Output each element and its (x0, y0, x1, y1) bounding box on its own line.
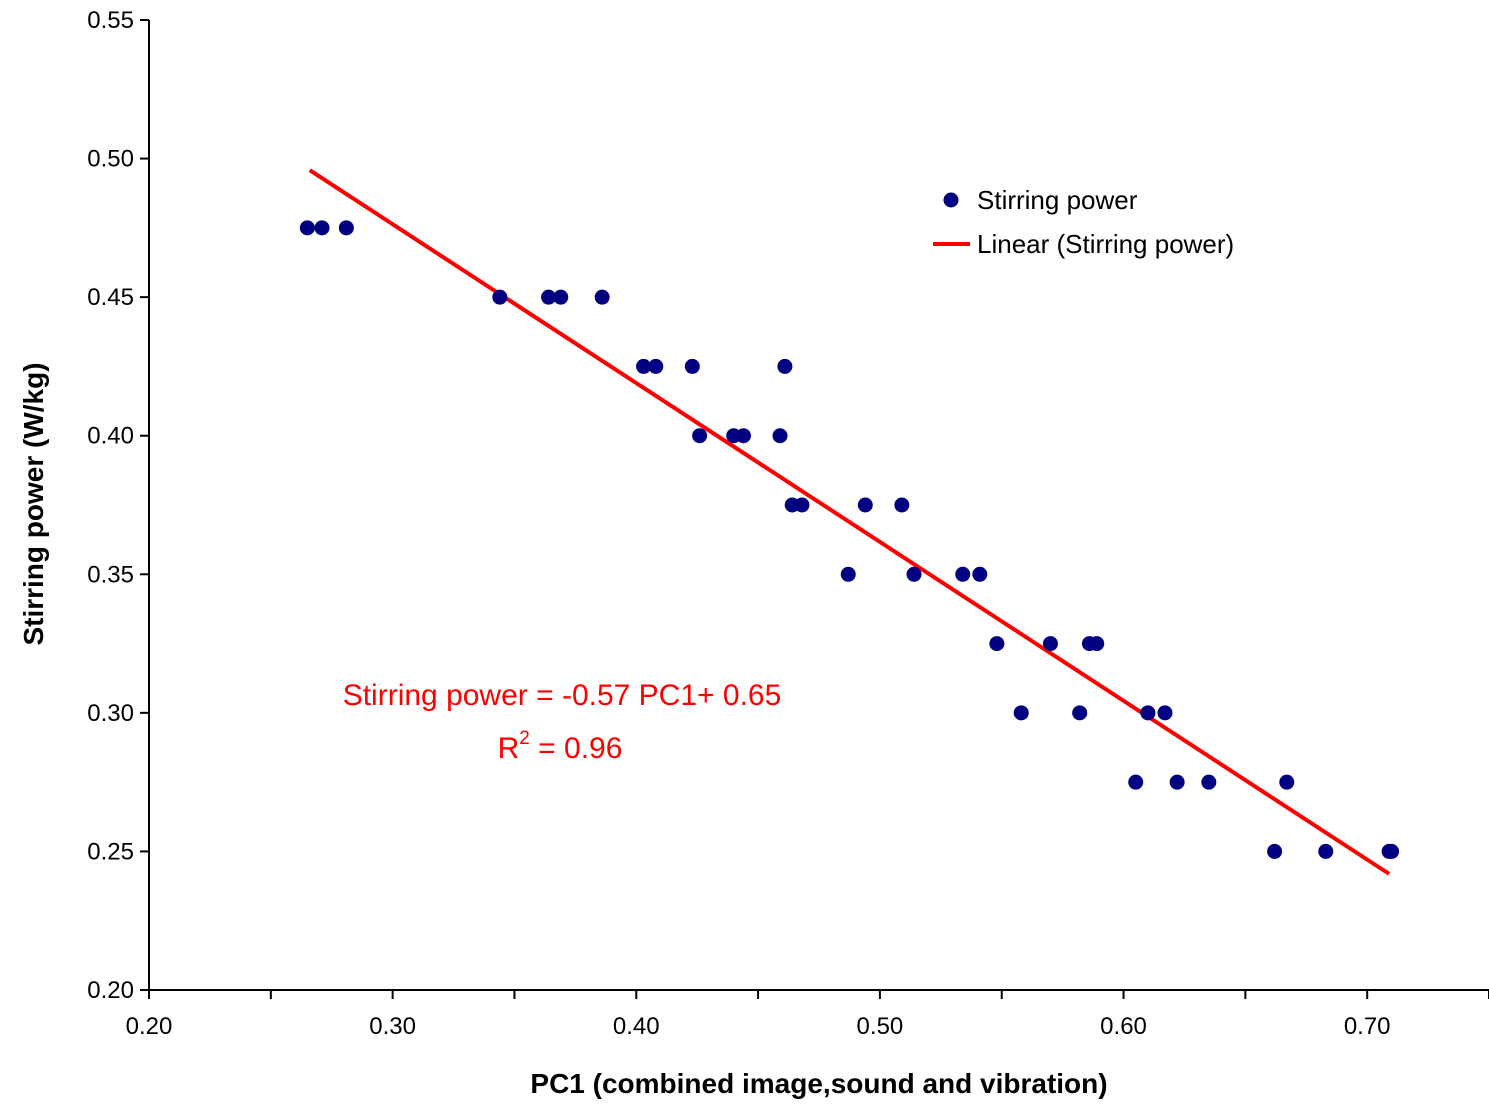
y-tick-label: 0.55 (87, 7, 134, 34)
data-point (1089, 636, 1105, 652)
x-tick-label: 0.30 (369, 1013, 416, 1040)
y-tick-label: 0.45 (87, 284, 134, 311)
axes: 0.20 0.25 0.30 0.35 0.40 0.45 0.50 0.55 0.20 0.30… (87, 7, 1489, 1040)
data-point (553, 289, 569, 305)
x-tick-label: 0.50 (857, 1013, 904, 1040)
data-point (1279, 774, 1295, 790)
r2-superscript: 2 (519, 728, 530, 749)
data-point (648, 358, 664, 374)
data-point (314, 220, 330, 236)
data-point (1072, 705, 1088, 721)
data-point (1140, 705, 1156, 721)
data-point (1013, 705, 1029, 721)
data-point (541, 289, 557, 305)
data-point (492, 289, 508, 305)
x-tick-label: 0.40 (613, 1013, 660, 1040)
data-point (594, 289, 610, 305)
r2-suffix: = 0.96 (530, 732, 623, 765)
scatter-layer (299, 220, 1400, 859)
data-point (1042, 636, 1058, 652)
data-point (1384, 843, 1400, 859)
y-axis-title: Stirring power (W/kg) (18, 362, 49, 645)
data-point (906, 566, 922, 582)
x-tick-label: 0.20 (126, 1013, 173, 1040)
data-point (636, 358, 652, 374)
data-point (1267, 843, 1283, 859)
data-point (299, 220, 315, 236)
data-point (1157, 705, 1173, 721)
data-point (989, 636, 1005, 652)
y-tick-label: 0.50 (87, 146, 134, 173)
data-point (857, 497, 873, 513)
y-tick-label: 0.25 (87, 838, 134, 865)
data-point (972, 566, 988, 582)
trendline-layer (308, 168, 1391, 876)
data-point (1169, 774, 1185, 790)
data-point (1128, 774, 1144, 790)
x-axis-title: PC1 (combined image,sound and vibration) (530, 1068, 1107, 1099)
data-point (777, 358, 793, 374)
data-point (1201, 774, 1217, 790)
data-point (840, 566, 856, 582)
y-tick-label: 0.40 (87, 423, 134, 450)
data-point (735, 428, 751, 444)
y-tick-label: 0.35 (87, 561, 134, 588)
x-tick-label: 0.60 (1100, 1013, 1147, 1040)
trendline (308, 168, 1391, 876)
legend-marker-icon (943, 192, 959, 208)
data-point (1318, 843, 1334, 859)
legend: Stirring power Linear (Stirring power) (933, 185, 1234, 259)
legend-label-trendline: Linear (Stirring power) (977, 229, 1234, 259)
data-point (955, 566, 971, 582)
y-tick-label: 0.30 (87, 700, 134, 727)
r-squared-annotation: R2 = 0.96 (498, 728, 623, 765)
data-point (338, 220, 354, 236)
y-tick-label: 0.20 (87, 977, 134, 1004)
data-point (894, 497, 910, 513)
r2-prefix: R (498, 732, 520, 765)
data-point (692, 428, 708, 444)
legend-label-scatter: Stirring power (977, 185, 1138, 215)
data-point (794, 497, 810, 513)
x-tick-label: 0.70 (1344, 1013, 1391, 1040)
equation-annotation: Stirring power = -0.57 PC1+ 0.65 (343, 679, 782, 712)
data-point (772, 428, 788, 444)
data-point (684, 358, 700, 374)
